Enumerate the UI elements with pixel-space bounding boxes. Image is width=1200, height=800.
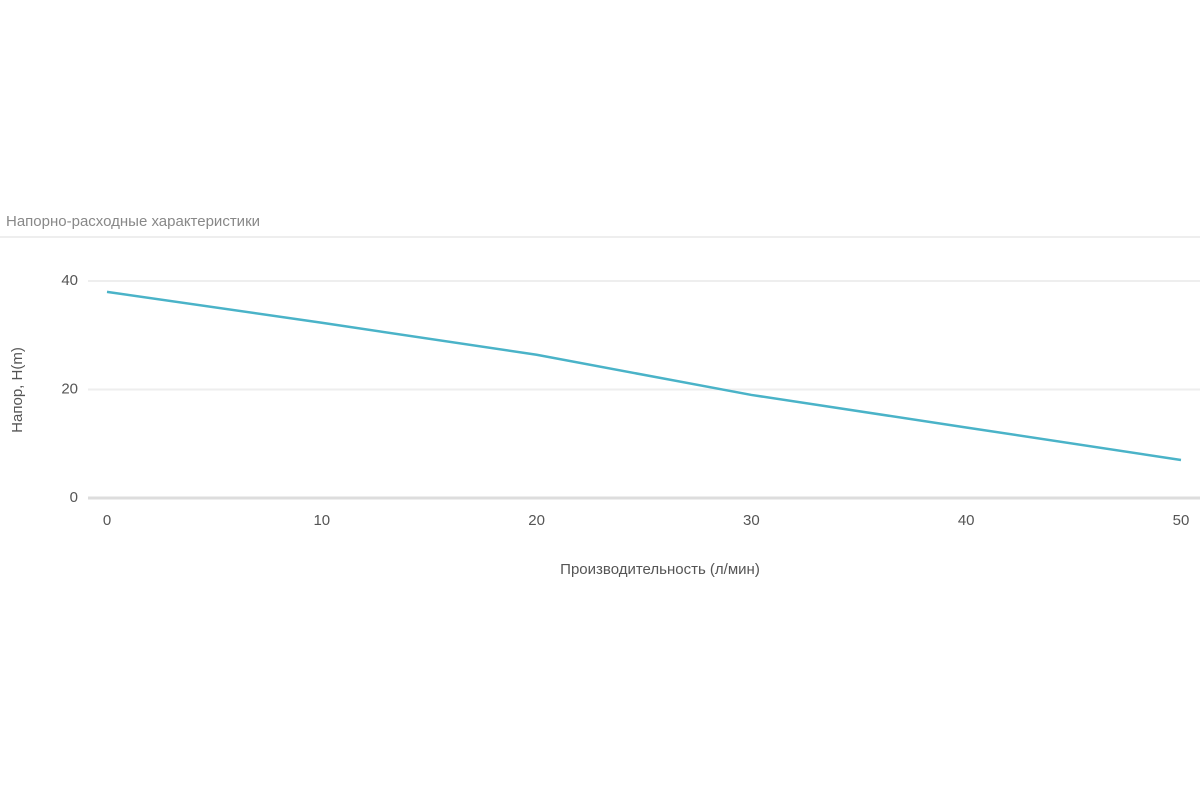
- y-tick-label: 20: [61, 380, 78, 397]
- x-tick-label: 30: [743, 512, 760, 529]
- x-tick-label: 40: [958, 512, 975, 529]
- x-axis-label: Производительность (л/мин): [560, 561, 760, 578]
- y-tick-label: 40: [61, 272, 78, 289]
- y-tick-label: 0: [70, 489, 78, 506]
- y-axis-label: Напор, H(m): [9, 347, 26, 433]
- x-tick-label: 0: [103, 512, 111, 529]
- x-tick-label: 10: [313, 512, 330, 529]
- chart-title: Напорно-расходные характеристики: [6, 213, 260, 230]
- x-tick-label: 50: [1173, 512, 1190, 529]
- x-tick-label: 20: [528, 512, 545, 529]
- data-line: [106, 290, 1182, 462]
